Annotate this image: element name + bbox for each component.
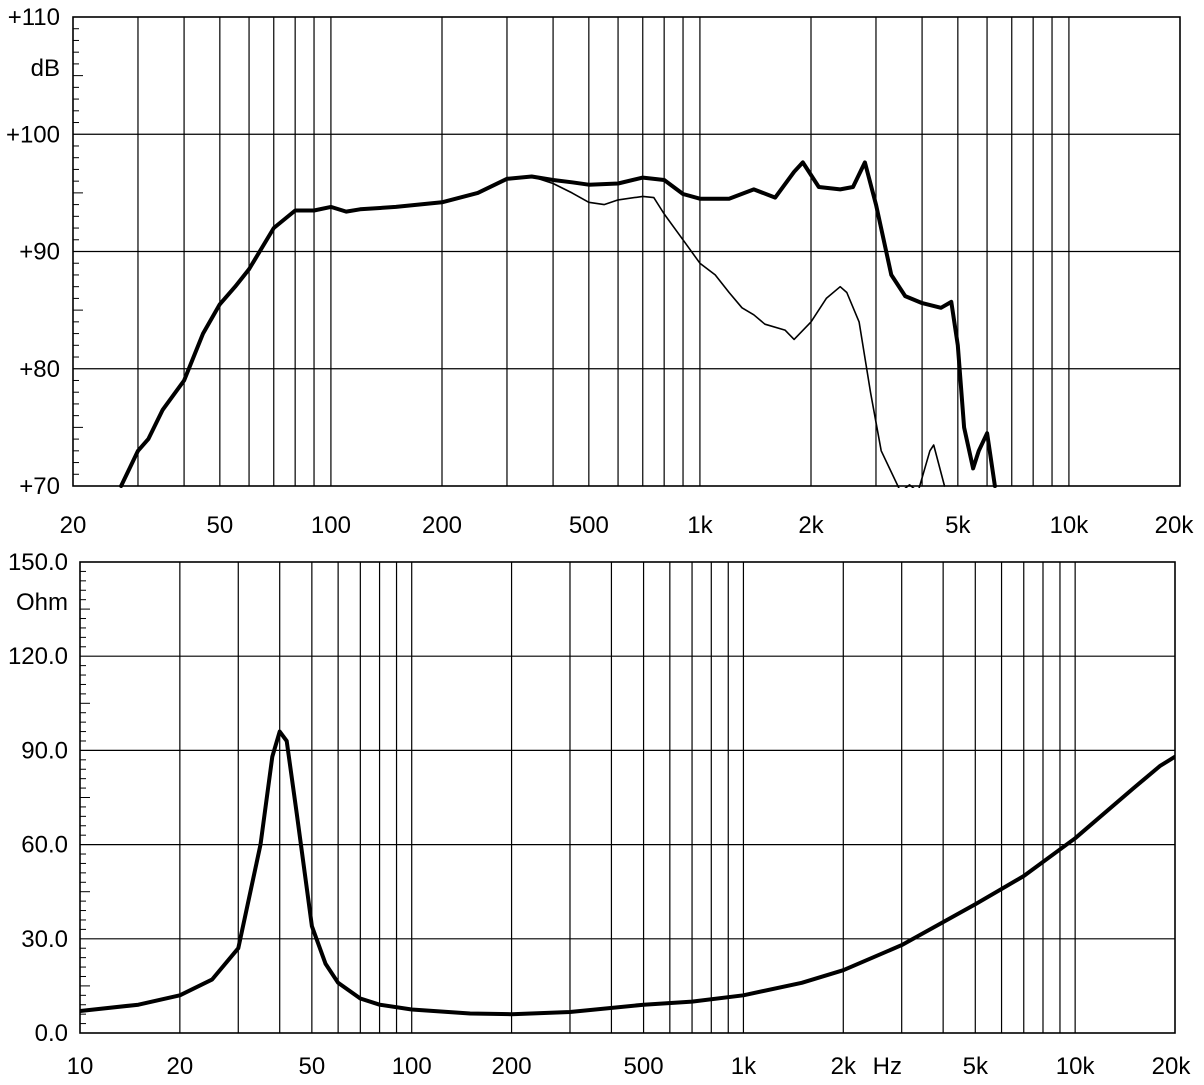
series-line-thick bbox=[80, 729, 1175, 1017]
series-line-thin bbox=[530, 175, 946, 488]
y-tick-label: 90.0 bbox=[21, 737, 68, 764]
y-axis-unit-label: Ohm bbox=[16, 589, 68, 616]
x-tick-label: 5k bbox=[945, 512, 971, 539]
x-tick-label: 100 bbox=[392, 1053, 432, 1080]
y-tick-label: +110 bbox=[8, 4, 60, 31]
x-tick-label: 10 bbox=[67, 1053, 94, 1080]
x-tick-label: 10k bbox=[1056, 1053, 1096, 1080]
x-tick-label: 20k bbox=[1155, 512, 1195, 539]
spl-response-chart: +110 +100 +90 +80 +70 dB 20 50 100 200 500 1k 2k 5k 10… bbox=[6, 4, 1194, 539]
x-tick-label: 200 bbox=[422, 512, 462, 539]
y-tick-label: 120.0 bbox=[8, 643, 68, 670]
x-tick-label: 1k bbox=[687, 512, 713, 539]
x-tick-label: 50 bbox=[299, 1053, 326, 1080]
x-tick-label: 20 bbox=[167, 1053, 194, 1080]
plot-frame bbox=[79, 561, 1176, 1034]
x-tick-label: 50 bbox=[206, 512, 233, 539]
x-tick-label: 200 bbox=[492, 1053, 532, 1080]
y-tick-label: +100 bbox=[6, 121, 60, 148]
y-tick-label: +90 bbox=[19, 239, 60, 266]
x-tick-label: 10k bbox=[1050, 512, 1090, 539]
y-tick-label: 60.0 bbox=[21, 832, 68, 859]
x-axis-unit-label: Hz bbox=[873, 1053, 902, 1080]
y-tick-label: 150.0 bbox=[8, 549, 68, 576]
y-tick-label: 0.0 bbox=[35, 1020, 68, 1047]
x-tick-label: 2k bbox=[798, 512, 824, 539]
y-tick-label: 30.0 bbox=[21, 926, 68, 953]
y-axis-unit-label: dB bbox=[31, 55, 60, 82]
series-line-thick bbox=[119, 160, 997, 488]
x-tick-label: 500 bbox=[569, 512, 609, 539]
x-tick-label: 20 bbox=[60, 512, 87, 539]
x-tick-label: 1k bbox=[731, 1053, 757, 1080]
y-tick-label: +80 bbox=[19, 356, 60, 383]
x-tick-label: 100 bbox=[311, 512, 351, 539]
x-tick-label: 20k bbox=[1152, 1053, 1192, 1080]
x-tick-label: 5k bbox=[963, 1053, 989, 1080]
impedance-chart: 150.0 120.0 90.0 60.0 30.0 0.0 Ohm 10 20 50 100 200… bbox=[8, 549, 1191, 1080]
y-tick-label: +70 bbox=[19, 473, 60, 500]
x-tick-label: 2k bbox=[831, 1053, 857, 1080]
x-tick-label: 500 bbox=[624, 1053, 664, 1080]
